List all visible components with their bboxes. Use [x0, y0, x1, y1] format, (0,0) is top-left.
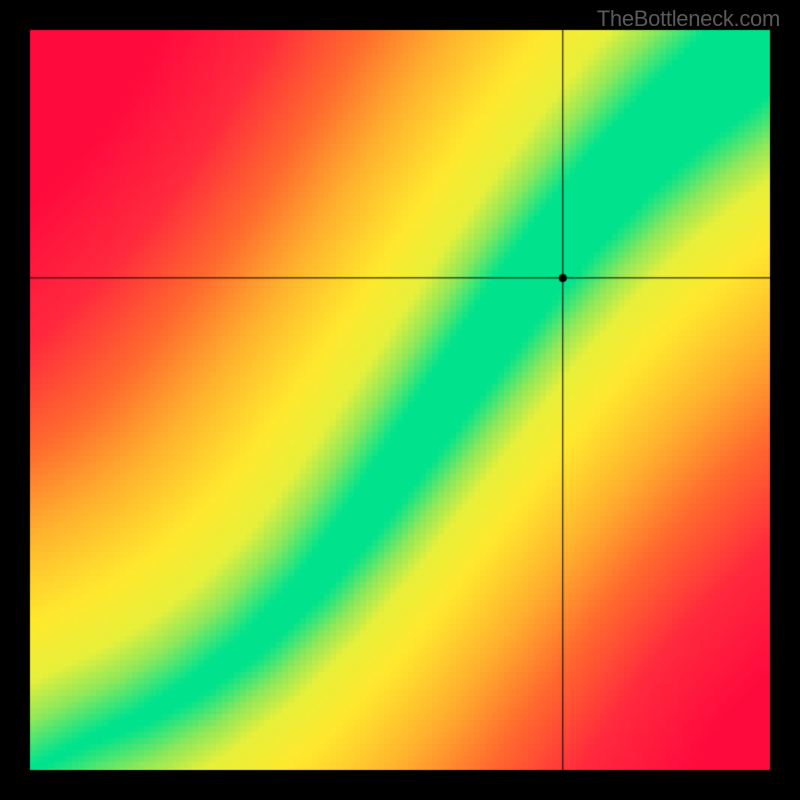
heatmap-canvas: [0, 0, 800, 800]
heatmap-container: [0, 0, 800, 800]
watermark-text: TheBottleneck.com: [597, 6, 780, 32]
